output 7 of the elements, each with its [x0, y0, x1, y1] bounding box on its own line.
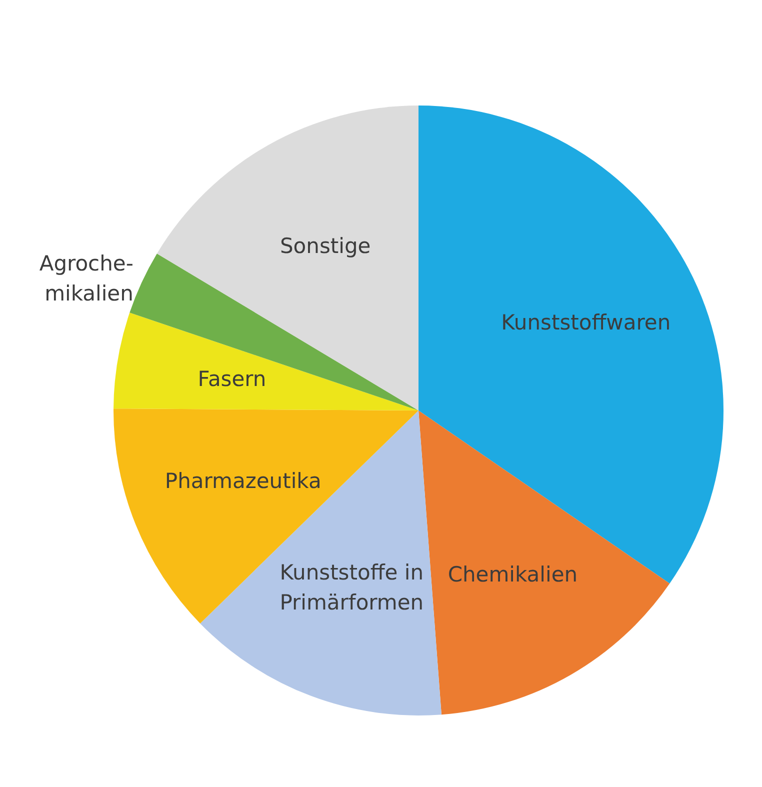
slice-label: Kunststoffwaren: [501, 310, 671, 335]
slice-label: Agroche- mikalien: [39, 252, 134, 306]
slice-label: Kunststoffe in Primärformen: [280, 560, 424, 614]
slice-label: Fasern: [198, 367, 266, 392]
slice-label: Sonstige: [280, 234, 371, 258]
slice-label: Pharmazeutika: [164, 469, 322, 494]
slice-label: Chemikalien: [448, 562, 578, 586]
